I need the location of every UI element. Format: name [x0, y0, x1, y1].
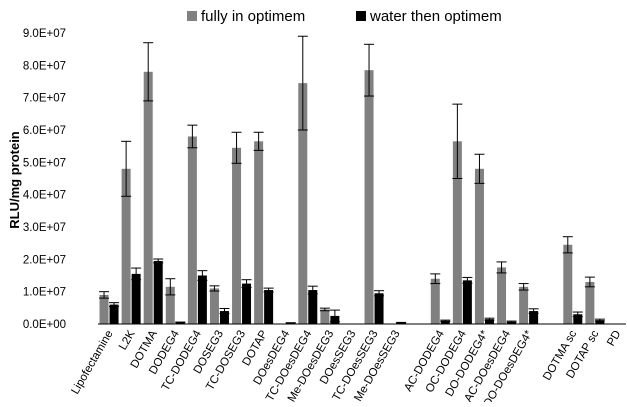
y-tick-labels: 0.0E+00 1.0E+07 2.0E+07 3.0E+07 4.0E+07 5.0E+…	[23, 28, 66, 331]
error-bar	[474, 153, 485, 184]
error-bar	[285, 322, 296, 324]
bar-water-then-optimem	[440, 320, 450, 324]
error-bar	[219, 307, 230, 315]
bar-fully-in-optimem	[364, 70, 374, 324]
y-tick-label: 8.0E+07	[23, 60, 66, 72]
y-tick-label: 6.0E+07	[23, 125, 66, 137]
error-bar	[231, 131, 242, 164]
y-tick-label: 2.0E+07	[23, 254, 66, 266]
error-bar	[175, 321, 186, 324]
bar-fully-in-optimem	[254, 141, 264, 324]
error-bar	[187, 124, 198, 149]
bar-water-then-optimem	[484, 319, 494, 324]
error-bar	[594, 318, 605, 322]
bar-water-then-optimem	[153, 260, 163, 324]
error-bar	[109, 302, 120, 308]
bar-water-then-optimem	[308, 290, 318, 324]
error-bar	[462, 276, 473, 284]
bar-fully-in-optimem	[143, 71, 153, 324]
error-bar	[319, 307, 330, 312]
error-bar	[584, 276, 595, 288]
x-tick-label: L2K	[117, 328, 138, 352]
y-tick-label: 0.0E+00	[23, 319, 66, 331]
legend-swatch-water-then-optimem	[356, 11, 366, 21]
error-bar	[364, 43, 375, 97]
legend: fully in optimem water then optimem	[187, 8, 502, 25]
bar-water-then-optimem	[595, 320, 605, 324]
bar-water-then-optimem	[219, 311, 229, 324]
bar-water-then-optimem	[131, 273, 141, 324]
error-bar	[374, 290, 385, 297]
error-bar	[496, 261, 507, 274]
bar-fully-in-optimem	[298, 83, 308, 324]
x-tick-label: Lipofectamine	[69, 329, 115, 397]
error-bar	[143, 42, 154, 102]
error-bar	[241, 279, 252, 288]
error-bar	[99, 291, 110, 299]
bar-fully-in-optimem	[187, 136, 197, 324]
bar-fully-in-optimem	[585, 281, 595, 324]
error-bar	[484, 317, 495, 321]
bars	[99, 70, 605, 324]
y-tick-label: 7.0E+07	[23, 93, 66, 105]
error-bar	[307, 285, 318, 295]
error-bar	[572, 311, 583, 318]
error-bar	[518, 283, 529, 291]
bar-water-then-optimem	[264, 290, 274, 324]
error-bar	[197, 270, 208, 281]
y-axis-label: RLU/mg protein	[7, 131, 22, 229]
error-bar	[430, 273, 441, 285]
bar-water-then-optimem	[109, 304, 119, 324]
bar-fully-in-optimem	[497, 267, 507, 324]
error-bar	[121, 140, 132, 197]
bar-fully-in-optimem	[430, 278, 440, 324]
error-bar	[452, 103, 463, 179]
bar-fully-in-optimem	[99, 294, 109, 324]
bar-fully-in-optimem	[165, 286, 175, 324]
y-tick-label: 5.0E+07	[23, 157, 66, 169]
bar-water-then-optimem	[242, 283, 252, 324]
y-tick-label: 9.0E+07	[23, 28, 66, 40]
bar-water-then-optimem	[197, 275, 207, 324]
error-bar	[253, 131, 264, 151]
bar-water-then-optimem	[374, 293, 384, 324]
legend-label-water-then-optimem: water then optimem	[369, 8, 502, 25]
bar-fully-in-optimem	[209, 288, 219, 324]
error-bar	[562, 236, 573, 254]
y-tick-label: 4.0E+07	[23, 190, 66, 202]
error-bar	[297, 35, 308, 131]
bar-fully-in-optimem	[563, 244, 573, 324]
bar-water-then-optimem	[462, 280, 472, 324]
bar-fully-in-optimem	[519, 286, 529, 324]
y-tick-label: 3.0E+07	[23, 222, 66, 234]
bar-fully-in-optimem	[232, 147, 242, 324]
legend-label-fully-in-optimem: fully in optimem	[201, 8, 305, 25]
error-bar	[209, 285, 220, 292]
bar-water-then-optimem	[529, 311, 539, 324]
error-bar	[528, 308, 539, 314]
error-bar	[329, 309, 340, 323]
bar-fully-in-optimem	[320, 309, 330, 324]
bar-fully-in-optimem	[121, 168, 131, 324]
error-bar	[263, 287, 274, 293]
error-bar	[506, 320, 517, 323]
error-bar	[440, 319, 451, 322]
error-bar	[396, 321, 407, 324]
x-tick-label: PD	[605, 329, 623, 349]
y-tick-label: 1.0E+07	[23, 287, 66, 299]
bar-fully-in-optimem	[474, 168, 484, 324]
legend-swatch-fully-in-optimem	[187, 11, 197, 21]
bar-fully-in-optimem	[452, 141, 462, 324]
error-bar	[131, 267, 142, 281]
bar-water-then-optimem	[573, 314, 583, 324]
error-bars	[99, 35, 605, 324]
error-bar	[153, 258, 164, 264]
error-bar	[165, 278, 176, 296]
x-tick-labels: Lipofectamine L2KDOTMADODEG4TC-DODEG4DOSE…	[69, 328, 623, 407]
